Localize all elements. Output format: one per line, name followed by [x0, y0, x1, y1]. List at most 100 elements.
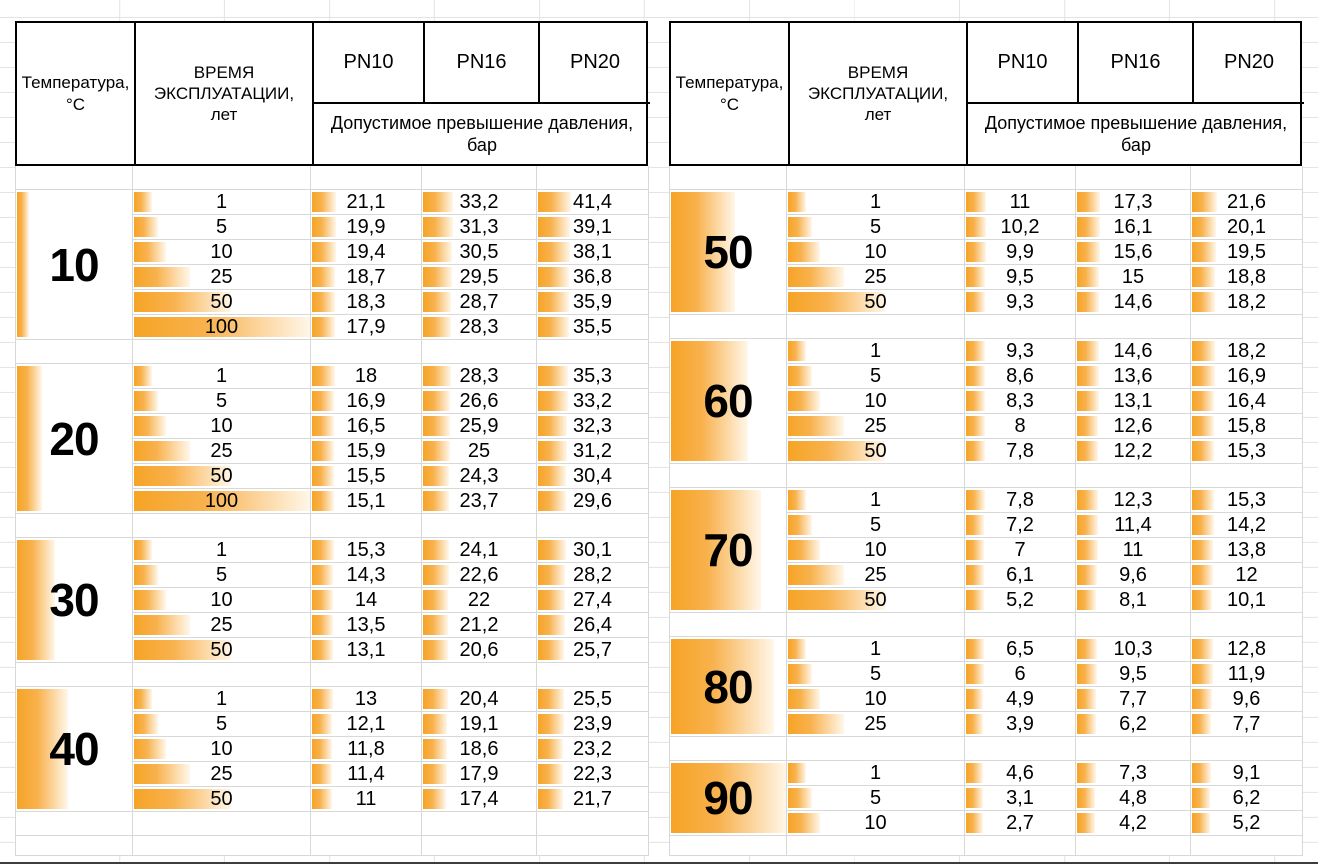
spacer-cell: [16, 340, 133, 364]
years-data-bar: [134, 590, 167, 610]
pn-value-cell: 28,3: [422, 364, 537, 389]
spacer-cell: [422, 663, 537, 687]
pn-value-cell: 12,1: [311, 712, 422, 737]
spacer-row: [15, 836, 649, 856]
years-cell: 100: [133, 489, 311, 514]
pn-data-bar: [1077, 515, 1098, 535]
years-value: 50: [210, 465, 233, 487]
spacer-cell: [965, 315, 1076, 339]
pn-value: 21,7: [573, 788, 612, 810]
years-cell: 10: [133, 737, 311, 762]
pn-data-bar: [966, 763, 984, 783]
years-data-bar: [134, 689, 152, 709]
pn-value-cell: 20,1: [1191, 215, 1303, 240]
pn-value: 18,3: [346, 291, 386, 313]
years-value: 10: [864, 539, 887, 561]
pn-data-bar: [966, 714, 984, 734]
pn-value: 10,2: [1000, 216, 1040, 238]
pn-value: 25,9: [459, 415, 499, 437]
spacer-row: [669, 613, 1303, 637]
temperature-data-bar: [17, 540, 55, 660]
pn-data-bar: [538, 565, 566, 585]
pn-data-bar: [538, 416, 568, 436]
temperature-value: 90: [703, 772, 753, 824]
pn-data-bar: [423, 615, 449, 635]
pn-column-label: PN10: [997, 51, 1048, 73]
pn-value: 9,3: [1006, 340, 1034, 362]
spacer-cell: [537, 166, 649, 190]
spacer-row: [669, 737, 1303, 761]
spacer-row: [669, 836, 1303, 856]
pn-value: 2,7: [1006, 812, 1034, 834]
spacer-cell: [133, 812, 311, 836]
years-cell: 1: [133, 538, 311, 563]
years-data-bar: [788, 341, 806, 361]
years-value: 5: [869, 216, 882, 238]
years-data-bar: [788, 490, 806, 510]
pn-data-bar: [966, 788, 983, 808]
pn-value-cell: 32,3: [537, 414, 649, 439]
pn-data-bar: [423, 590, 449, 610]
pn-value: 35,5: [573, 316, 612, 338]
temperature-value: 60: [703, 375, 753, 427]
years-cell: 1: [787, 190, 965, 215]
pn-value: 15,3: [346, 539, 386, 561]
years-data-bar: [134, 789, 231, 809]
pn-value-cell: 25,5: [537, 687, 649, 712]
pn-data-bar: [1077, 267, 1100, 287]
pn-data-bar: [966, 565, 984, 585]
pn-data-bar: [1077, 490, 1099, 510]
years-value: 1: [869, 638, 882, 660]
pn-column-label: PN10: [343, 51, 394, 73]
pn-value-cell: 4,8: [1076, 786, 1191, 811]
pn-value: 16,4: [1227, 390, 1266, 412]
pn-value-cell: 19,5: [1191, 240, 1303, 265]
pn-value-cell: 17,9: [422, 762, 537, 787]
pn-value: 17,4: [459, 788, 499, 810]
pn-value: 6,2: [1119, 713, 1147, 735]
pn-data-bar: [1077, 664, 1098, 684]
pn-value-cell: 28,2: [537, 563, 649, 588]
pn-value-cell: 13,6: [1076, 364, 1191, 389]
pn-value-cell: 13,1: [311, 638, 422, 663]
spacer-row: [15, 812, 649, 836]
pn-value: 41,4: [573, 191, 612, 213]
years-data-bar: [788, 689, 821, 709]
pn-data-bar: [423, 391, 451, 411]
temperature-value: 10: [49, 238, 99, 291]
years-cell: 25: [133, 439, 311, 464]
pn-value: 30,5: [459, 241, 499, 263]
years-data-bar: [788, 813, 821, 833]
pn-value-cell: 31,3: [422, 215, 537, 240]
spacer-row: [15, 663, 649, 687]
pn-data-bar: [1077, 714, 1096, 734]
years-cell: 50: [133, 464, 311, 489]
years-value: 1: [869, 489, 882, 511]
pressure-subheader-cell: Допустимое превышение давления, бар: [312, 104, 650, 164]
pn-column-header: PN10: [312, 23, 423, 104]
spacer-cell: [422, 166, 537, 190]
years-cell: 50: [133, 290, 311, 315]
pressure-subheader-cell: Допустимое превышение давления, бар: [966, 104, 1304, 164]
years-value: 5: [869, 787, 882, 809]
years-data-bar: [134, 391, 159, 411]
pn-value-cell: 11: [311, 787, 422, 812]
pn-data-bar: [423, 739, 448, 759]
pn-data-bar: [312, 739, 333, 759]
pn-column-header: PN20: [538, 23, 650, 104]
spacer-cell: [670, 166, 787, 190]
pn-value-cell: 7: [965, 538, 1076, 563]
pn-value: 22,3: [573, 763, 612, 785]
years-data-bar: [134, 491, 310, 511]
pn-data-bar: [312, 789, 332, 809]
pn-value-cell: 29,5: [422, 265, 537, 290]
temperature-data-bar: [671, 490, 761, 610]
pn-value-cell: 11: [965, 190, 1076, 215]
pn-data-bar: [538, 640, 565, 660]
pn-value: 13,1: [346, 639, 386, 661]
pn-value-cell: 26,6: [422, 389, 537, 414]
pn-data-bar: [423, 764, 447, 784]
pn-value: 11,9: [1227, 663, 1266, 685]
pn-data-bar: [1077, 813, 1095, 833]
pn-data-bar: [1192, 590, 1212, 610]
